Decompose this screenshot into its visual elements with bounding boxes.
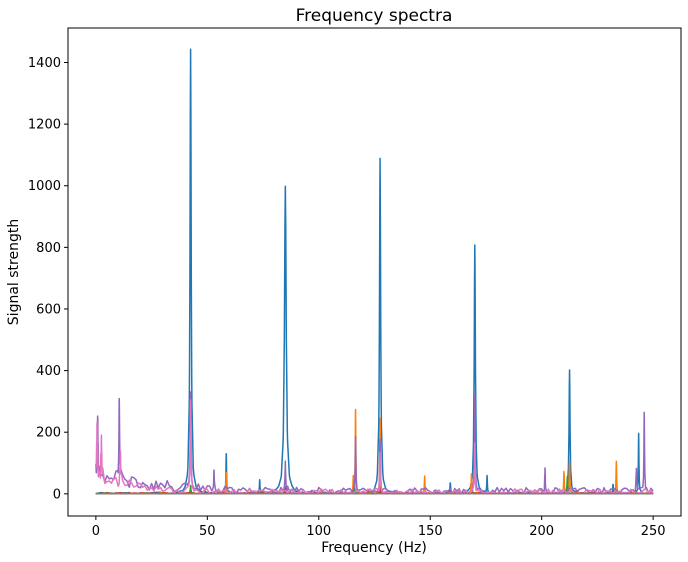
chart-title: Frequency spectra [296, 6, 453, 26]
x-axis-label: Frequency (Hz) [321, 540, 427, 556]
x-tick-label: 100 [306, 524, 331, 539]
plot-frame [67, 27, 682, 517]
x-tick-label: 0 [92, 524, 100, 539]
series-line-7 [95, 399, 654, 495]
y-tick-label: 0 [53, 487, 61, 502]
x-tick-label: 200 [529, 524, 554, 539]
y-tick-label: 800 [36, 241, 61, 256]
x-tick-label: 150 [418, 524, 443, 539]
x-axis: 0 50 100 150 200 250 [92, 516, 666, 539]
y-tick-label: 600 [36, 302, 61, 317]
y-axis-label: Signal strength [6, 219, 22, 325]
y-tick-label: 200 [36, 426, 61, 441]
y-tick-label: 400 [36, 364, 61, 379]
y-axis: 0 200 400 600 800 1000 1200 1400 [28, 56, 68, 502]
x-tick-label: 50 [199, 524, 216, 539]
y-tick-label: 1400 [28, 56, 61, 71]
y-tick-label: 1000 [28, 179, 61, 194]
x-tick-label: 250 [641, 524, 666, 539]
y-tick-label: 1200 [28, 118, 61, 133]
series-layer [95, 48, 654, 495]
